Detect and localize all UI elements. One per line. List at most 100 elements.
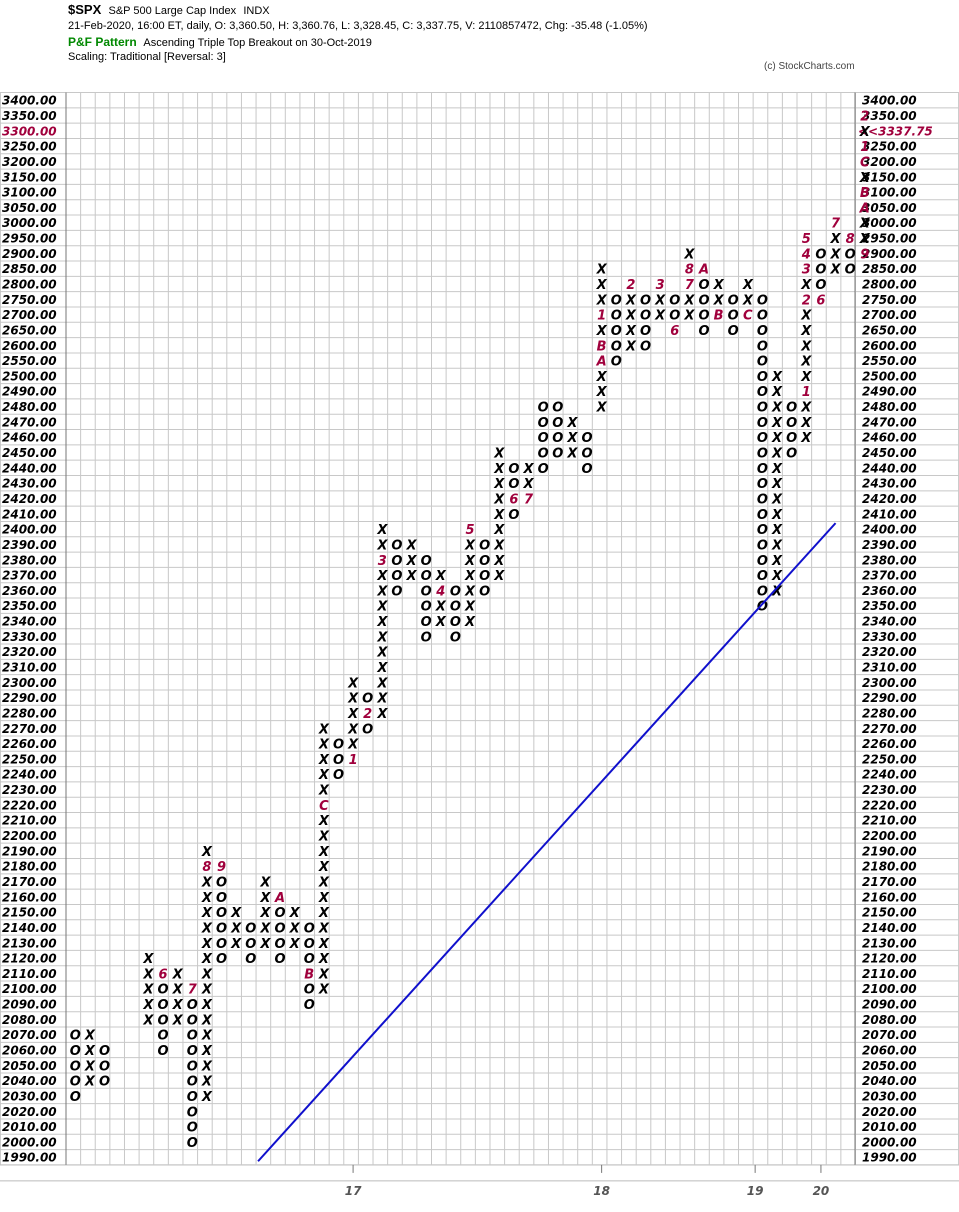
pf-month-mark: 3: [656, 278, 665, 293]
pf-x-box: X: [523, 462, 535, 477]
pf-o-box: O: [669, 293, 680, 308]
pf-x-box: X: [464, 554, 476, 569]
pf-o-box: O: [552, 447, 563, 462]
pf-o-box: O: [187, 1121, 198, 1136]
y-tick-label-right: 2100.00: [862, 982, 917, 996]
y-tick-label-right: 2080.00: [862, 1013, 917, 1027]
y-tick-label-right: 2050.00: [862, 1059, 917, 1073]
pf-x-box: X: [596, 370, 608, 385]
x-tick-label: 19: [747, 1184, 764, 1198]
y-tick-label-left: 2350.00: [2, 599, 57, 613]
pf-x-box: X: [771, 447, 783, 462]
pf-x-box: X: [201, 875, 213, 890]
pf-o-box: O: [479, 569, 490, 584]
pf-x-box: X: [318, 937, 330, 952]
pf-o-box: O: [757, 508, 768, 523]
y-tick-label-right: 2140.00: [862, 921, 917, 935]
pf-x-box: X: [201, 967, 213, 982]
pf-x-box: X: [493, 477, 505, 492]
pf-o-box: O: [728, 309, 739, 324]
y-tick-label-right: 2480.00: [862, 400, 917, 414]
pf-x-box: X: [318, 830, 330, 845]
y-tick-label-left: 2250.00: [2, 752, 57, 766]
pf-o-box: O: [362, 722, 373, 737]
y-tick-label-right: 2000.00: [862, 1135, 917, 1149]
pf-month-mark: B: [714, 309, 724, 324]
y-tick-label-right: 2320.00: [862, 645, 917, 659]
pf-x-box: X: [464, 615, 476, 630]
y-tick-label-left: 2190.00: [2, 844, 57, 858]
pf-month-mark: 2: [802, 293, 811, 308]
y-tick-label-left: 2480.00: [2, 400, 57, 414]
y-tick-label-left: 2000.00: [2, 1135, 57, 1149]
pf-x-box: X: [172, 1013, 184, 1028]
pf-x-box: X: [318, 768, 330, 783]
pf-month-mark: 7: [831, 217, 841, 232]
pf-x-box: X: [318, 753, 330, 768]
pf-x-box: X: [493, 554, 505, 569]
y-tick-label-left: 2460.00: [2, 431, 57, 445]
pf-month-mark: 9: [860, 247, 869, 262]
y-tick-label-right: 2800.00: [862, 278, 917, 292]
pf-x-box: X: [771, 462, 783, 477]
pf-x-box: X: [318, 784, 330, 799]
pf-o-box: O: [786, 401, 797, 416]
pf-o-box: O: [581, 431, 592, 446]
pf-x-box: X: [800, 401, 812, 416]
pf-o-box: O: [538, 447, 549, 462]
pf-month-mark: 1: [597, 309, 606, 324]
y-tick-label-right: 2470.00: [862, 415, 917, 429]
pf-x-box: X: [830, 247, 842, 262]
pf-x-box: X: [493, 462, 505, 477]
y-tick-label-left: 2150.00: [2, 906, 57, 920]
pf-o-box: O: [611, 339, 622, 354]
pf-o-box: O: [99, 1044, 110, 1059]
pf-o-box: O: [70, 1090, 81, 1105]
pf-x-box: X: [800, 355, 812, 370]
y-tick-label-left: 2170.00: [2, 875, 57, 889]
pf-month-mark: 8: [846, 232, 855, 247]
pf-o-box: O: [640, 309, 651, 324]
y-tick-label-left: 2160.00: [2, 890, 57, 904]
y-tick-label-left: 2290.00: [2, 691, 57, 705]
pf-month-mark: 2: [626, 278, 635, 293]
pf-x-box: X: [259, 937, 271, 952]
y-tick-label-right: 2460.00: [862, 431, 917, 445]
chart-symbol-line: $SPX S&P 500 Large Cap Index INDX: [68, 2, 270, 17]
y-tick-label-right: 2900.00: [862, 247, 917, 261]
y-tick-label-right: 2750.00: [862, 293, 917, 307]
pf-o-box: O: [611, 293, 622, 308]
pf-o-box: O: [216, 891, 227, 906]
pf-o-box: O: [450, 630, 461, 645]
pf-o-box: O: [333, 738, 344, 753]
pf-x-box: X: [493, 492, 505, 507]
y-tick-label-left: 2550.00: [2, 354, 57, 368]
y-tick-label-right: 2370.00: [862, 569, 917, 583]
pf-x-box: X: [625, 309, 637, 324]
pf-o-box: O: [216, 937, 227, 952]
pf-x-box: X: [230, 937, 242, 952]
y-tick-label-right: 2090.00: [862, 998, 917, 1012]
pf-o-box: O: [216, 952, 227, 967]
y-tick-label-left: 2280.00: [2, 706, 57, 720]
y-tick-label-left: 2390.00: [2, 538, 57, 552]
y-tick-label-right: 2280.00: [862, 706, 917, 720]
y-tick-label-right: 2010.00: [862, 1120, 917, 1134]
bullish-support-line: [257, 522, 837, 1162]
pf-o-box: O: [845, 247, 856, 262]
pf-x-box: X: [566, 447, 578, 462]
pf-x-box: X: [742, 293, 754, 308]
pf-o-box: O: [552, 416, 563, 431]
pf-o-box: O: [757, 538, 768, 553]
y-tick-label-right: 3200.00: [862, 155, 917, 169]
pf-o-box: O: [757, 309, 768, 324]
pf-x-box: X: [318, 906, 330, 921]
pf-x-box: X: [683, 293, 695, 308]
pf-x-box: X: [84, 1029, 96, 1044]
pf-x-box: X: [523, 477, 535, 492]
y-tick-label-right: 2150.00: [862, 906, 917, 920]
pf-x-box: X: [771, 584, 783, 599]
pf-month-mark: C: [743, 309, 753, 324]
symbol: $SPX: [68, 2, 102, 17]
pf-month-mark: C: [319, 799, 329, 814]
